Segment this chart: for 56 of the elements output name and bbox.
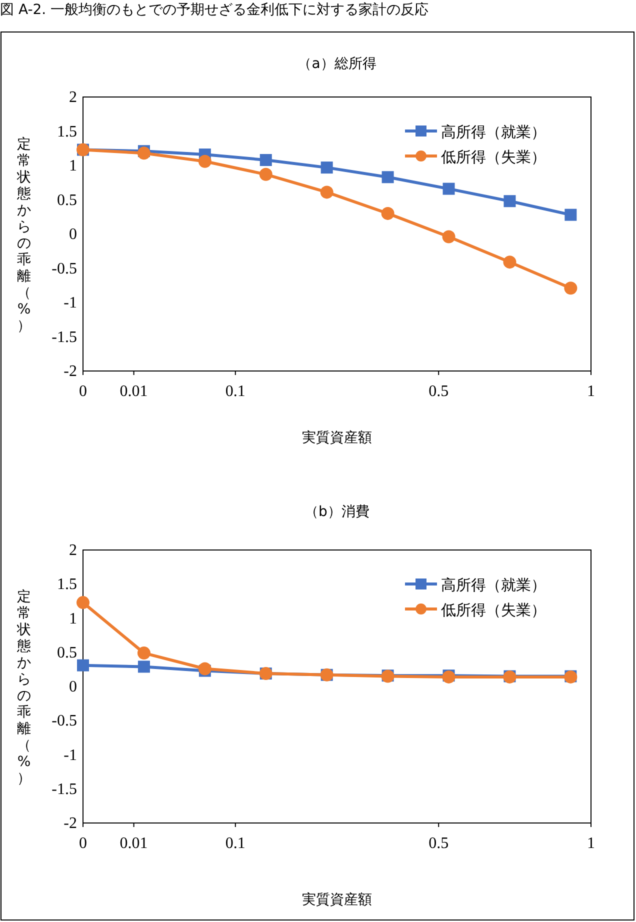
chart-title: （a）総所得 xyxy=(298,56,376,72)
y-tick-label: -1 xyxy=(64,294,77,312)
y-tick-label: 1 xyxy=(69,158,77,174)
legend-label: 高所得（就業） xyxy=(441,123,546,141)
text: 0.1 xyxy=(225,835,246,852)
legend-label: 高所得（就業） xyxy=(441,576,546,594)
point xyxy=(137,646,150,660)
point xyxy=(564,282,578,295)
point xyxy=(320,162,333,174)
x-axis-title: 実質資産額 xyxy=(302,430,372,446)
text: 定常状態からの乖離（%） xyxy=(17,588,31,786)
y-tick-label: -1.5 xyxy=(52,328,77,346)
text: 0.1 xyxy=(225,383,246,400)
y-tick-label: -2 xyxy=(64,363,77,380)
text: 図 A-2. 一般均衡のもとでの予期せざる金利低下に対する家計の反応 xyxy=(0,2,429,18)
point xyxy=(503,256,516,269)
point xyxy=(198,154,212,168)
text: 定常状態からの乖離（%） xyxy=(17,136,31,334)
y-tick-label: 1.5 xyxy=(57,576,77,594)
text: 0.5 xyxy=(428,835,449,852)
point xyxy=(564,208,577,221)
y-tick-label: 1.5 xyxy=(57,123,77,140)
y-tick-label: 0 xyxy=(69,678,77,696)
text: 0.5 xyxy=(428,383,449,400)
point xyxy=(381,206,394,220)
y-tick-label: 0.5 xyxy=(57,644,77,662)
point xyxy=(198,662,212,676)
text: 1 xyxy=(587,383,595,400)
text: 0.01 xyxy=(120,383,148,400)
legend-label: 低所得（失業） xyxy=(441,601,546,619)
y-tick-label: -0.5 xyxy=(52,712,77,730)
point xyxy=(77,659,89,672)
point xyxy=(320,186,334,199)
point xyxy=(138,660,150,673)
text: 1 xyxy=(587,835,595,852)
legend-label: 低所得（失業） xyxy=(441,148,546,166)
text: 0.01 xyxy=(120,835,148,852)
point xyxy=(442,230,456,244)
chart-title: （b）消費 xyxy=(304,504,370,520)
y-tick-label: 0.5 xyxy=(57,192,77,209)
x-axis-title: 実質資産額 xyxy=(302,892,372,908)
y-tick-label: 0 xyxy=(69,226,77,243)
point xyxy=(137,146,150,160)
point xyxy=(442,182,455,195)
point xyxy=(382,171,394,184)
y-tick-label: 1 xyxy=(69,610,77,628)
y-tick-label: -1 xyxy=(64,746,77,764)
y-tick-label: -2 xyxy=(64,815,77,832)
point xyxy=(260,154,272,166)
point xyxy=(259,168,272,181)
point xyxy=(504,195,516,208)
point xyxy=(76,596,90,610)
y-tick-label: -1.5 xyxy=(52,780,77,798)
y-tick-label: 2 xyxy=(69,542,77,559)
y-tick-label: -0.5 xyxy=(52,260,77,278)
y-tick-label: 2 xyxy=(69,89,77,106)
